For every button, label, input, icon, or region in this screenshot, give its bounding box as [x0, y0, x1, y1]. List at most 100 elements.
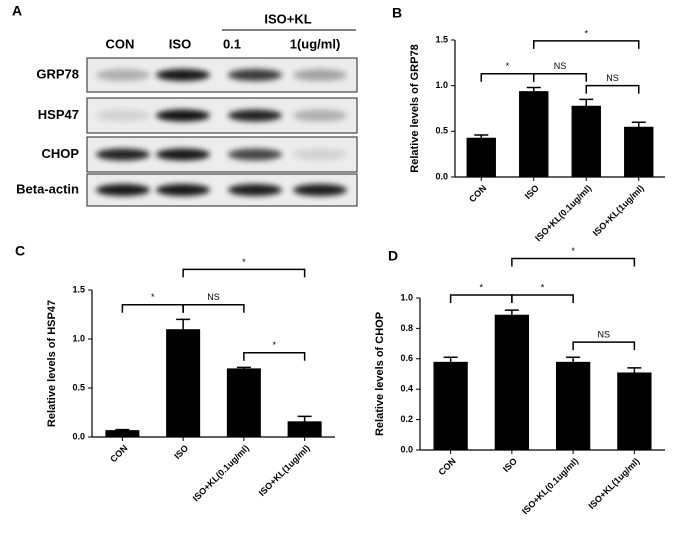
y-tick-label: 0.5: [72, 382, 85, 392]
row-label: CHOP: [41, 146, 79, 161]
y-tick-label: 0.0: [435, 171, 448, 181]
band: [293, 148, 347, 161]
significance-bracket: [572, 341, 636, 351]
bar: [466, 137, 496, 177]
y-tick-label: 1.5: [435, 34, 448, 44]
row-label: HSP47: [38, 107, 79, 122]
significance-label: *: [151, 292, 155, 302]
western-blot: A ISO+KL CON ISO 0.1 1(ug/ml) GRP78 HSP47 CHOP…: [12, 3, 358, 207]
error-bar: [443, 356, 458, 368]
band: [156, 109, 210, 122]
significance-label: NS: [606, 73, 619, 83]
panel-label: B: [392, 5, 402, 21]
panel-label: D: [388, 248, 398, 264]
band: [228, 184, 282, 196]
x-tick-label: ISO+KL(0.1ug/ml): [533, 183, 593, 243]
error-bar: [236, 366, 251, 371]
significance-bracket: [182, 303, 245, 313]
y-tick-label: 1.5: [72, 284, 85, 294]
y-tick-label: 1.0: [435, 80, 448, 90]
significance-label: *: [506, 61, 510, 71]
lane-label: CON: [106, 36, 135, 51]
significance-bracket: [243, 351, 306, 361]
error-bar: [176, 318, 191, 340]
group-label: ISO+KL: [264, 11, 311, 26]
bar: [519, 91, 549, 177]
bar: [555, 361, 591, 450]
x-tick-label: ISO+KL(0.1ug/ml): [191, 443, 251, 503]
panel-label: C: [15, 243, 25, 259]
significance-bracket: [121, 303, 184, 313]
x-tick-label: ISO: [523, 183, 541, 201]
lane-label: ISO: [169, 36, 191, 51]
bar: [226, 368, 261, 437]
x-tick-label: ISO+KL(1ug/ml): [586, 456, 641, 511]
significance-bracket: [449, 294, 513, 303]
band: [293, 109, 347, 122]
band: [156, 148, 210, 161]
significance-bracket: [480, 73, 535, 82]
significance-bracket: [511, 294, 574, 303]
y-axis-label: Relative levels of GRP78: [409, 44, 421, 172]
band: [96, 148, 150, 161]
band: [156, 184, 210, 196]
lane-label: 1(ug/ml): [290, 36, 341, 51]
y-tick-label: 0.0: [72, 431, 85, 441]
bar: [433, 361, 468, 450]
significance-bracket: [182, 268, 306, 278]
significance-label: *: [242, 257, 246, 267]
band: [293, 69, 347, 81]
significance-bracket: [511, 257, 636, 267]
bar: [617, 372, 652, 450]
error-bar: [115, 428, 130, 432]
x-tick-label: ISO: [501, 456, 519, 474]
x-tick-label: CON: [437, 456, 458, 477]
lane-label: 0.1: [223, 36, 241, 51]
band: [96, 109, 150, 122]
significance-label: *: [541, 282, 545, 292]
x-tick-label: CON: [467, 183, 488, 204]
bar: [624, 126, 654, 177]
bar: [571, 105, 601, 177]
y-axis-label: Relative levels of CHOP: [374, 312, 386, 436]
significance-label: NS: [207, 292, 220, 302]
row-label: Beta-actin: [16, 181, 79, 196]
x-tick-label: ISO+KL(0.1ug/ml): [520, 456, 580, 516]
y-tick-label: 0.0: [400, 444, 413, 454]
error-bar: [297, 415, 312, 427]
significance-bracket: [533, 73, 587, 82]
y-tick-label: 0.6: [400, 353, 413, 363]
error-bar: [474, 134, 489, 142]
y-axis-label: Relative levels of HSP47: [46, 300, 58, 427]
band: [228, 109, 282, 122]
error-bar: [627, 367, 642, 378]
significance-label: *: [571, 246, 575, 256]
bar: [166, 329, 201, 437]
band: [293, 184, 347, 196]
row-label: GRP78: [36, 66, 79, 81]
bar: [105, 430, 140, 437]
panel-label: A: [12, 3, 22, 19]
error-bar: [566, 356, 581, 368]
band: [156, 69, 210, 81]
significance-label: *: [272, 340, 276, 350]
band: [96, 69, 150, 81]
y-tick-label: 0.2: [400, 414, 413, 424]
x-tick-label: ISO+KL(1ug/ml): [257, 443, 312, 498]
significance-label: *: [479, 282, 483, 292]
error-bar: [579, 98, 594, 113]
x-tick-label: ISO: [172, 443, 190, 461]
x-tick-label: CON: [108, 443, 129, 464]
error-bar: [504, 309, 519, 321]
bar: [287, 421, 322, 437]
y-tick-label: 1.0: [400, 292, 413, 302]
significance-bracket: [585, 84, 640, 94]
significance-bracket: [533, 40, 640, 49]
y-tick-label: 0.4: [400, 384, 413, 394]
band: [228, 69, 282, 81]
band: [96, 184, 150, 196]
significance-label: NS: [554, 61, 567, 71]
x-tick-label: ISO+KL(1ug/ml): [591, 183, 646, 238]
